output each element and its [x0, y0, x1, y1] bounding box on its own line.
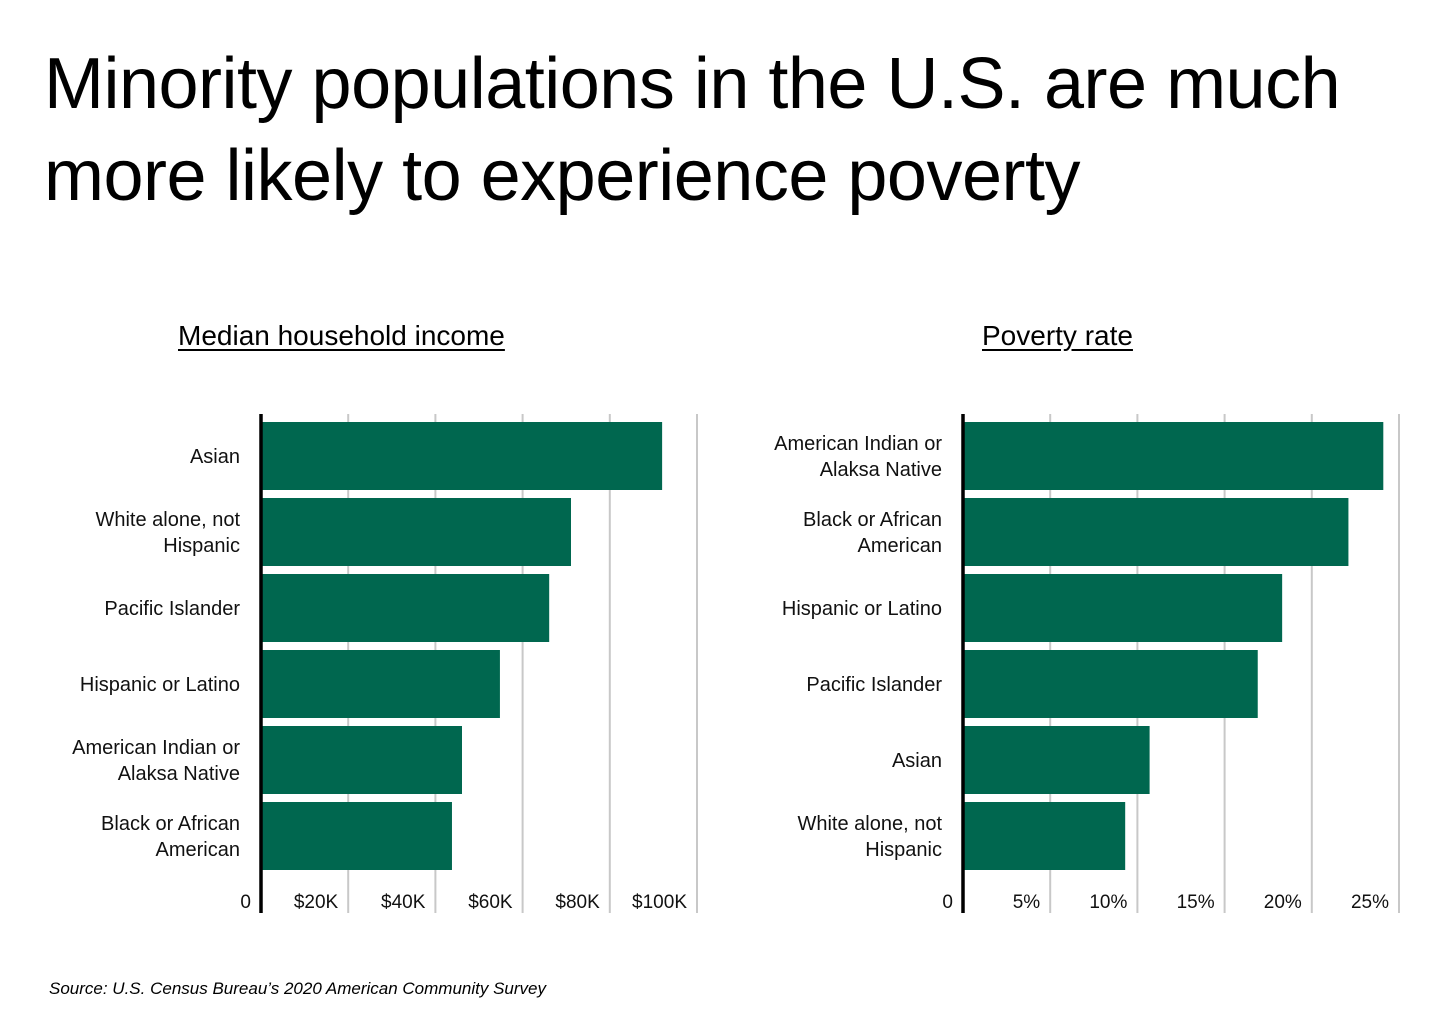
income-chart-title: Median household income	[178, 320, 505, 351]
income-bar	[261, 726, 462, 794]
poverty-category-label: White alone, not Hispanic	[797, 813, 942, 861]
poverty-tick-label: 5%	[1013, 892, 1041, 913]
poverty-category-label: Hispanic or Latino	[782, 598, 942, 620]
income-tick-label: $20K	[294, 892, 339, 913]
income-bar	[261, 574, 550, 642]
poverty-tick-label: 25%	[1351, 892, 1389, 913]
poverty-tick-label: 0	[942, 892, 953, 913]
poverty-bar	[963, 574, 1283, 642]
poverty-tick-label: 10%	[1089, 892, 1127, 913]
poverty-tick-label: 20%	[1264, 892, 1302, 913]
income-category-label: Black or African American	[101, 813, 240, 861]
poverty-tick-label: 15%	[1177, 892, 1215, 913]
income-category-label: Asian	[190, 446, 240, 468]
poverty-bar	[963, 802, 1126, 870]
income-tick-label: $80K	[555, 892, 600, 913]
income-category-label: White alone, not Hispanic	[95, 509, 240, 557]
poverty-bar	[963, 650, 1258, 718]
income-tick-label: $40K	[381, 892, 426, 913]
poverty-category-label: Asian	[892, 750, 942, 772]
poverty-category-label: American Indian or Alaksa Native	[774, 433, 942, 481]
income-tick-label: $60K	[468, 892, 513, 913]
poverty-chart-title: Poverty rate	[982, 320, 1133, 351]
income-category-label: Pacific Islander	[104, 598, 240, 620]
income-tick-label: $100K	[632, 892, 687, 913]
poverty-bar	[963, 498, 1349, 566]
poverty-category-label: Black or African American	[803, 509, 942, 557]
poverty-bar	[963, 726, 1150, 794]
income-bar	[261, 422, 663, 490]
income-bar	[261, 650, 500, 718]
source-note: Source: U.S. Census Bureau’s 2020 Americ…	[49, 979, 547, 998]
income-bar	[261, 498, 571, 566]
poverty-bar	[963, 422, 1384, 490]
income-bar	[261, 802, 452, 870]
income-category-label: American Indian or Alaksa Native	[72, 737, 240, 785]
income-tick-label: 0	[240, 892, 251, 913]
poverty-category-label: Pacific Islander	[806, 674, 942, 696]
page-title: Minority populations in the U.S. are muc…	[44, 44, 1341, 216]
income-category-label: Hispanic or Latino	[80, 674, 240, 696]
